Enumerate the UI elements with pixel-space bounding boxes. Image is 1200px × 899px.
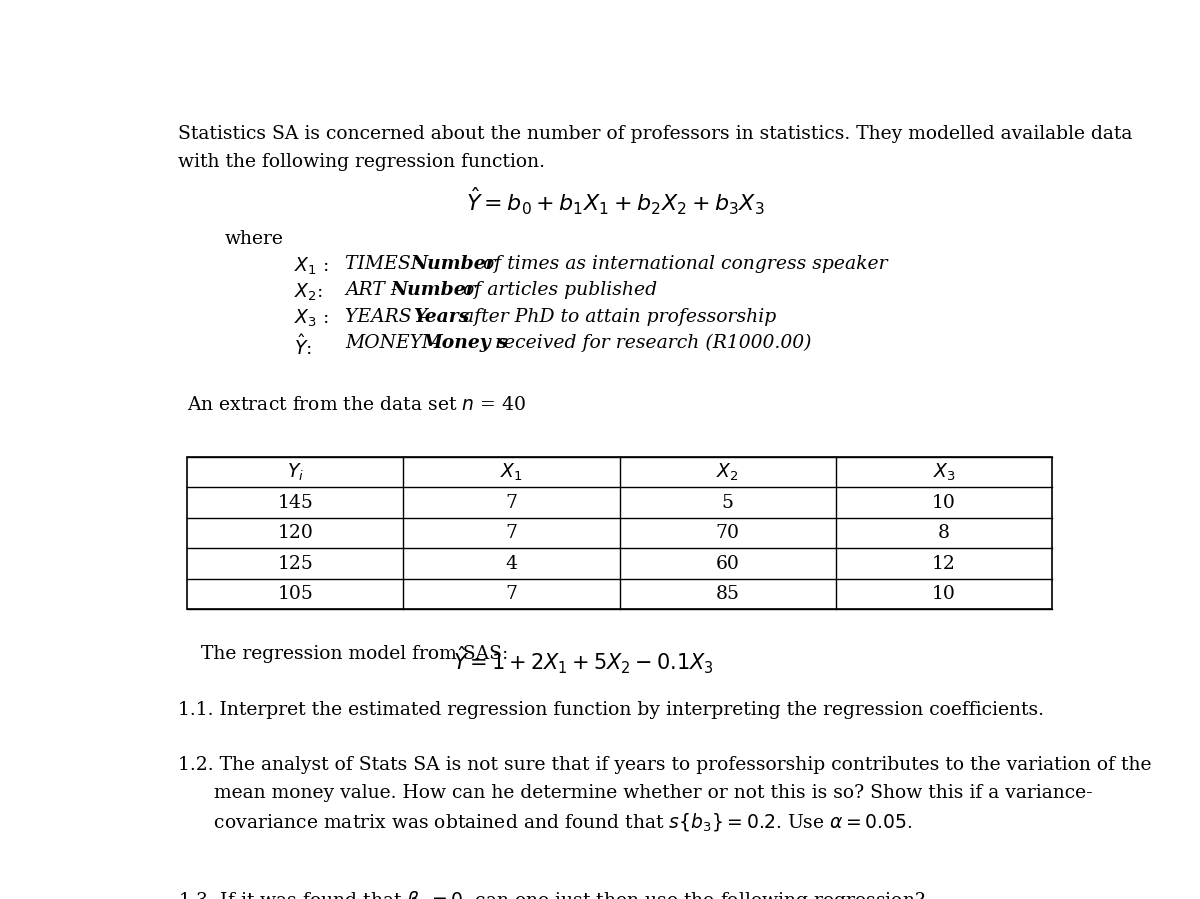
Text: TIMES -: TIMES - bbox=[346, 255, 430, 273]
Text: Years: Years bbox=[414, 307, 469, 325]
Text: 12: 12 bbox=[932, 555, 956, 573]
Text: with the following regression function.: with the following regression function. bbox=[178, 153, 545, 171]
Text: 1.2. The analyst of Stats SA is not sure that if years to professorship contribu: 1.2. The analyst of Stats SA is not sure… bbox=[178, 756, 1152, 774]
Text: 1.3. If it was found that $\beta_3 = 0$, can one just then use the following reg: 1.3. If it was found that $\beta_3 = 0$,… bbox=[178, 889, 925, 899]
Text: $X_2$: $X_2$ bbox=[716, 461, 739, 483]
Text: received for research (R1000.00): received for research (R1000.00) bbox=[488, 334, 811, 352]
Text: 10: 10 bbox=[932, 585, 956, 603]
Text: Number: Number bbox=[390, 281, 476, 299]
Text: YEARS –: YEARS – bbox=[346, 307, 433, 325]
Text: The regression model from SAS:: The regression model from SAS: bbox=[202, 645, 527, 663]
Text: 7: 7 bbox=[505, 524, 517, 542]
Text: Money s: Money s bbox=[421, 334, 509, 352]
Text: 70: 70 bbox=[715, 524, 739, 542]
Text: 4: 4 bbox=[505, 555, 517, 573]
Text: Statistics SA is concerned about the number of professors in statistics. They mo: Statistics SA is concerned about the num… bbox=[178, 125, 1133, 143]
Text: of times as international congress speaker: of times as international congress speak… bbox=[476, 255, 887, 273]
Text: 1.1. Interpret the estimated regression function by interpreting the regression : 1.1. Interpret the estimated regression … bbox=[178, 700, 1044, 718]
Text: $X_1$: $X_1$ bbox=[500, 461, 523, 483]
Text: 60: 60 bbox=[716, 555, 739, 573]
Text: ART -: ART - bbox=[346, 281, 403, 299]
Text: $X_2$:: $X_2$: bbox=[294, 281, 323, 303]
Text: 8: 8 bbox=[938, 524, 950, 542]
Text: 7: 7 bbox=[505, 585, 517, 603]
Text: $\hat{Y} = 1 + 2X_1 + 5X_2 - 0.1X_3$: $\hat{Y} = 1 + 2X_1 + 5X_2 - 0.1X_3$ bbox=[454, 645, 714, 676]
Text: $Y_i$: $Y_i$ bbox=[287, 461, 304, 483]
Text: 85: 85 bbox=[715, 585, 739, 603]
Text: after PhD to attain professorship: after PhD to attain professorship bbox=[457, 307, 776, 325]
Text: mean money value. How can he determine whether or not this is so? Show this if a: mean money value. How can he determine w… bbox=[178, 784, 1092, 802]
Text: 125: 125 bbox=[277, 555, 313, 573]
Text: $\hat{Y} = b_0 + b_1X_1 + b_2X_2 + b_3X_3$: $\hat{Y} = b_0 + b_1X_1 + b_2X_2 + b_3X_… bbox=[466, 186, 764, 218]
Text: where: where bbox=[224, 230, 283, 248]
Text: Number: Number bbox=[410, 255, 496, 273]
Text: An extract from the data set $n$ = 40: An extract from the data set $n$ = 40 bbox=[187, 396, 526, 414]
Text: covariance matrix was obtained and found that $s\{b_3\} = 0.2$. Use $\alpha = 0.: covariance matrix was obtained and found… bbox=[178, 811, 913, 833]
Text: $X_3$: $X_3$ bbox=[932, 461, 955, 483]
Text: $\hat{Y}$:: $\hat{Y}$: bbox=[294, 334, 312, 359]
Text: MONEY –: MONEY – bbox=[346, 334, 444, 352]
Text: 105: 105 bbox=[277, 585, 313, 603]
Bar bbox=[187, 457, 1052, 610]
Text: 10: 10 bbox=[932, 494, 956, 512]
Text: 145: 145 bbox=[277, 494, 313, 512]
Text: 7: 7 bbox=[505, 494, 517, 512]
Text: 5: 5 bbox=[721, 494, 733, 512]
Text: 120: 120 bbox=[277, 524, 313, 542]
Text: $X_1$ :: $X_1$ : bbox=[294, 255, 329, 277]
Text: $X_3$ :: $X_3$ : bbox=[294, 307, 329, 329]
Text: of articles published: of articles published bbox=[457, 281, 656, 299]
